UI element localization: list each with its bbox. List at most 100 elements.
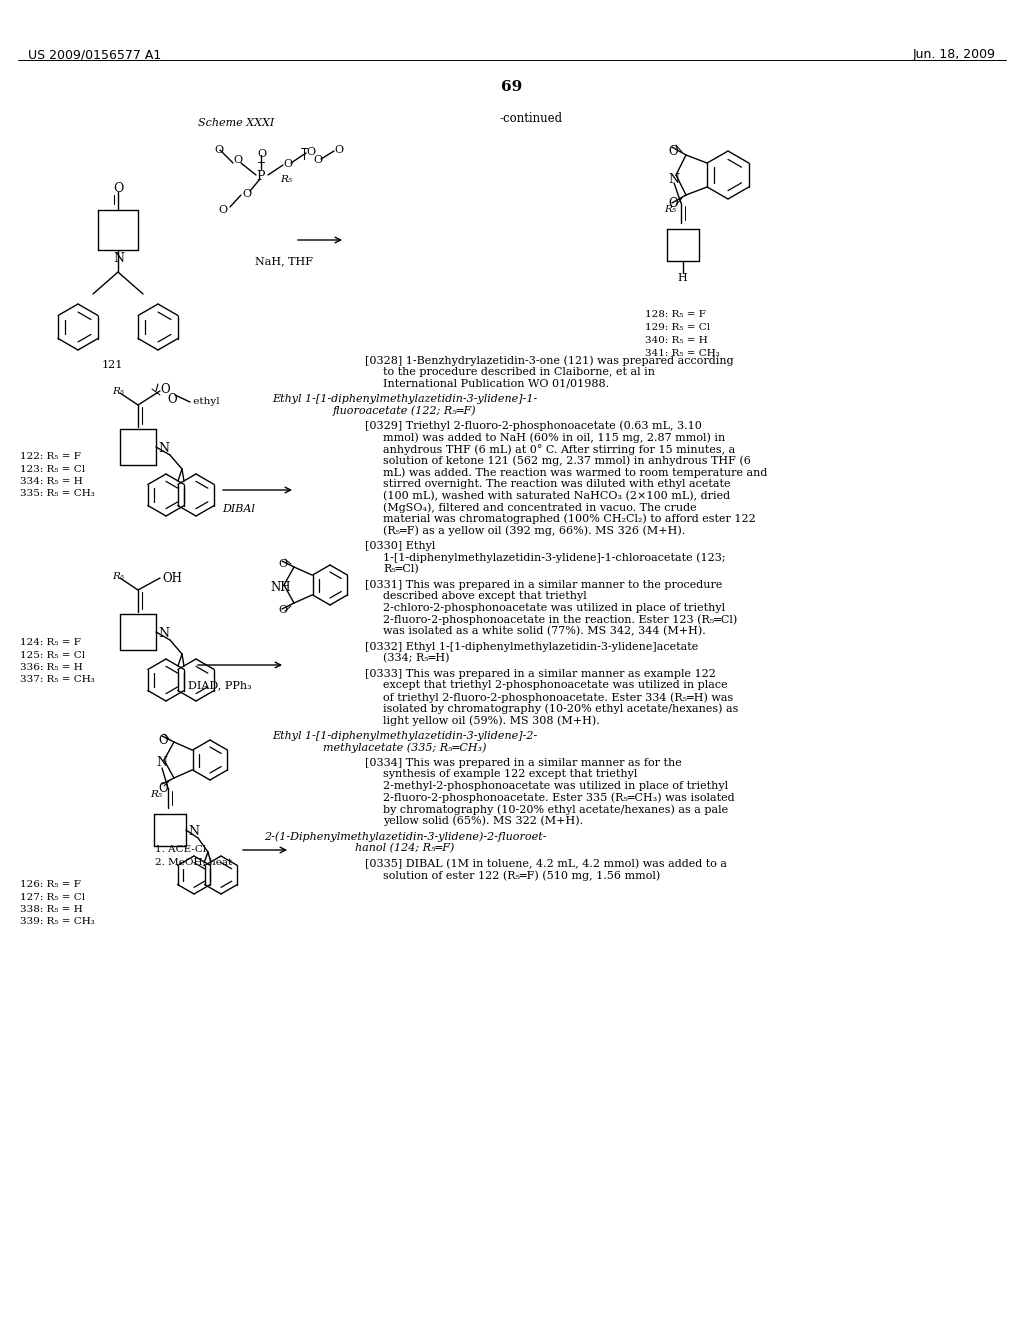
Text: O: O [242,189,251,199]
Text: [0329] Triethyl 2-fluoro-2-phosphonoacetate (0.63 mL, 3.10: [0329] Triethyl 2-fluoro-2-phosphonoacet… [365,421,701,432]
Text: NH: NH [270,581,291,594]
Text: (100 mL), washed with saturated NaHCO₃ (2×100 mL), dried: (100 mL), washed with saturated NaHCO₃ (… [383,491,730,500]
Text: by chromatography (10-20% ethyl acetate/hexanes) as a pale: by chromatography (10-20% ethyl acetate/… [383,804,728,814]
Text: 2-fluoro-2-phosphonoacetate in the reaction. Ester 123 (R₅═Cl): 2-fluoro-2-phosphonoacetate in the react… [383,614,737,624]
Text: O: O [313,154,323,165]
Text: O: O [278,605,287,615]
Text: N: N [158,627,169,640]
Text: O: O [113,182,123,195]
Text: 126: R₅ = F: 126: R₅ = F [20,880,81,888]
Text: O: O [668,145,678,158]
Text: was isolated as a white solid (77%). MS 342, 344 (M+H).: was isolated as a white solid (77%). MS … [383,626,706,636]
Text: R₅: R₅ [150,789,162,799]
Text: described above except that triethyl: described above except that triethyl [383,591,587,601]
Text: 337: R₅ = CH₃: 337: R₅ = CH₃ [20,676,95,685]
Text: stirred overnight. The reaction was diluted with ethyl acetate: stirred overnight. The reaction was dilu… [383,479,730,488]
Text: 69: 69 [502,81,522,94]
Text: (334; R₅═H): (334; R₅═H) [383,653,450,664]
Text: [0330] Ethyl: [0330] Ethyl [365,541,435,550]
Text: O: O [668,197,678,210]
Text: N: N [668,173,679,186]
Text: hanol (124; R₅═F): hanol (124; R₅═F) [355,843,455,853]
Text: 121: 121 [101,360,123,370]
Text: light yellow oil (59%). MS 308 (M+H).: light yellow oil (59%). MS 308 (M+H). [383,715,600,726]
Text: -continued: -continued [500,112,563,125]
Text: OH: OH [162,572,182,585]
Text: O: O [158,734,168,747]
Text: 340: R₅ = H: 340: R₅ = H [645,337,708,345]
Text: methylacetate (335; R₅═CH₃): methylacetate (335; R₅═CH₃) [324,742,486,752]
Text: 127: R₅ = Cl: 127: R₅ = Cl [20,892,85,902]
Text: US 2009/0156577 A1: US 2009/0156577 A1 [28,48,161,61]
Text: 128: R₅ = F: 128: R₅ = F [645,310,706,319]
Text: ethyl: ethyl [190,397,219,407]
Text: (MgSO₄), filtered and concentrated in vacuo. The crude: (MgSO₄), filtered and concentrated in va… [383,502,696,512]
Text: H: H [677,273,687,282]
Text: except that triethyl 2-phosphonoacetate was utilized in place: except that triethyl 2-phosphonoacetate … [383,680,728,690]
Text: [0328] 1-Benzhydrylazetidin-3-one (121) was prepared according: [0328] 1-Benzhydrylazetidin-3-one (121) … [365,355,733,366]
Text: fluoroacetate (122; R₅═F): fluoroacetate (122; R₅═F) [333,405,477,416]
Text: O: O [233,154,242,165]
Text: 2. MeOH, heat: 2. MeOH, heat [155,858,232,867]
Text: N: N [188,825,199,838]
Text: 2-(1-Diphenylmethylazetidin-3-ylidene)-2-fluoroet-: 2-(1-Diphenylmethylazetidin-3-ylidene)-2… [264,832,546,842]
Text: 2-fluoro-2-phosphonoacetate. Ester 335 (R₅═CH₃) was isolated: 2-fluoro-2-phosphonoacetate. Ester 335 (… [383,792,734,803]
Text: NaH, THF: NaH, THF [255,256,313,267]
Text: solution of ester 122 (R₅═F) (510 mg, 1.56 mmol): solution of ester 122 (R₅═F) (510 mg, 1.… [383,870,660,880]
Text: 124: R₅ = F: 124: R₅ = F [20,638,81,647]
Text: 2-chloro-2-phosphonoacetate was utilized in place of triethyl: 2-chloro-2-phosphonoacetate was utilized… [383,603,725,612]
Text: Ethyl 1-[1-diphenylmethylazetidin-3-ylidene]-2-: Ethyl 1-[1-diphenylmethylazetidin-3-ylid… [272,731,538,741]
Text: 1. ACE-Cl: 1. ACE-Cl [155,845,206,854]
Text: R₅═Cl): R₅═Cl) [383,564,419,574]
Text: 123: R₅ = Cl: 123: R₅ = Cl [20,465,85,474]
Text: mmol) was added to NaH (60% in oil, 115 mg, 2.87 mmol) in: mmol) was added to NaH (60% in oil, 115 … [383,433,725,444]
Text: DIAD, PPh₃: DIAD, PPh₃ [188,680,252,690]
Text: to the procedure described in Claiborne, et al in: to the procedure described in Claiborne,… [383,367,655,376]
Text: [0334] This was prepared in a similar manner as for the: [0334] This was prepared in a similar ma… [365,758,682,768]
Text: 338: R₅ = H: 338: R₅ = H [20,906,83,913]
Text: 1-[1-diphenylmethylazetidin-3-ylidene]-1-chloroacetate (123;: 1-[1-diphenylmethylazetidin-3-ylidene]-1… [383,552,726,562]
Text: O: O [334,145,343,154]
Text: anhydrous THF (6 mL) at 0° C. After stirring for 15 minutes, a: anhydrous THF (6 mL) at 0° C. After stir… [383,444,735,455]
Text: R₅: R₅ [112,572,124,581]
Text: material was chromatographed (100% CH₂Cl₂) to afford ester 122: material was chromatographed (100% CH₂Cl… [383,513,756,524]
Text: 2-methyl-2-phosphonoacetate was utilized in place of triethyl: 2-methyl-2-phosphonoacetate was utilized… [383,781,728,791]
Text: O: O [283,158,292,169]
Text: O: O [306,147,315,157]
Text: N: N [113,252,124,265]
Text: [0335] DIBAL (1M in toluene, 4.2 mL, 4.2 mmol) was added to a: [0335] DIBAL (1M in toluene, 4.2 mL, 4.2… [365,858,727,869]
Text: O: O [278,558,287,569]
Text: R₅: R₅ [112,387,124,396]
Text: O: O [160,383,170,396]
Text: O: O [214,145,223,154]
Text: O: O [167,393,176,407]
Text: Ethyl 1-[1-diphenylmethylazetidin-3-ylidene]-1-: Ethyl 1-[1-diphenylmethylazetidin-3-ylid… [272,393,538,404]
Text: 341: R₅ = CH₃: 341: R₅ = CH₃ [645,348,720,358]
Text: [0332] Ethyl 1-[1-diphenylmethylazetidin-3-ylidene]acetate: [0332] Ethyl 1-[1-diphenylmethylazetidin… [365,642,698,652]
Text: 122: R₅ = F: 122: R₅ = F [20,451,81,461]
Text: [0331] This was prepared in a similar manner to the procedure: [0331] This was prepared in a similar ma… [365,579,722,590]
Text: of triethyl 2-fluoro-2-phosphonoacetate. Ester 334 (R₅═H) was: of triethyl 2-fluoro-2-phosphonoacetate.… [383,692,733,702]
Text: P: P [256,170,264,183]
Text: Scheme XXXI: Scheme XXXI [198,117,274,128]
Text: N: N [158,442,169,455]
Text: yellow solid (65%). MS 322 (M+H).: yellow solid (65%). MS 322 (M+H). [383,816,583,826]
Text: mL) was added. The reaction was warmed to room temperature and: mL) was added. The reaction was warmed t… [383,467,767,478]
Text: DIBAl: DIBAl [222,504,255,513]
Text: [0333] This was prepared in a similar manner as example 122: [0333] This was prepared in a similar ma… [365,669,716,678]
Text: (R₅═F) as a yellow oil (392 mg, 66%). MS 326 (M+H).: (R₅═F) as a yellow oil (392 mg, 66%). MS… [383,525,685,536]
Text: 335: R₅ = CH₃: 335: R₅ = CH₃ [20,490,95,499]
Text: R₅: R₅ [664,205,676,214]
Text: 334: R₅ = H: 334: R₅ = H [20,477,83,486]
Text: 336: R₅ = H: 336: R₅ = H [20,663,83,672]
Text: 339: R₅ = CH₃: 339: R₅ = CH₃ [20,917,95,927]
Text: N: N [156,756,167,770]
Text: O: O [218,205,227,215]
Text: solution of ketone 121 (562 mg, 2.37 mmol) in anhydrous THF (6: solution of ketone 121 (562 mg, 2.37 mmo… [383,455,751,466]
Text: R₅: R₅ [280,176,292,183]
Text: isolated by chromatography (10-20% ethyl acetate/hexanes) as: isolated by chromatography (10-20% ethyl… [383,704,738,714]
Text: 129: R₅ = Cl: 129: R₅ = Cl [645,323,710,333]
Text: International Publication WO 01/01988.: International Publication WO 01/01988. [383,379,609,388]
Text: Jun. 18, 2009: Jun. 18, 2009 [913,48,996,61]
Text: O: O [158,781,168,795]
